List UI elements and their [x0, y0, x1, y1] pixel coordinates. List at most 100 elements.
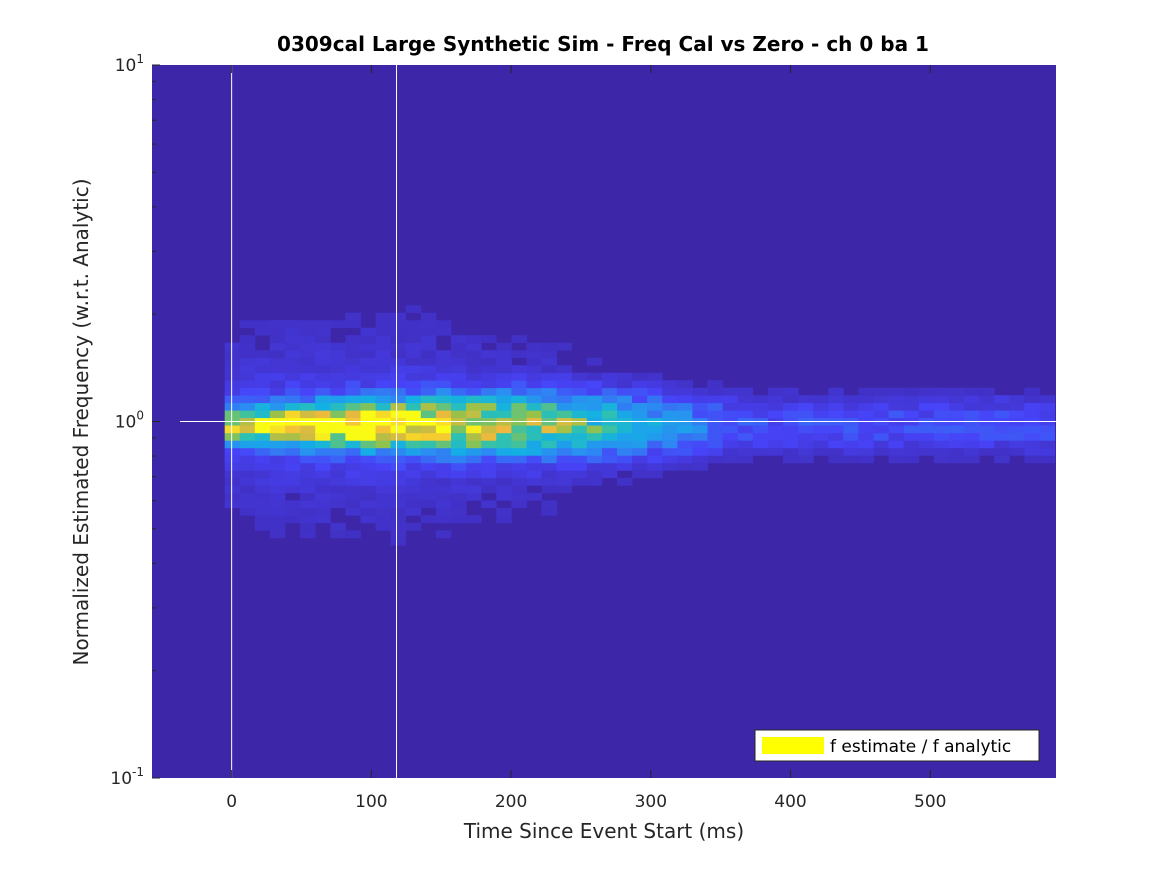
- heatmap-cell: [224, 350, 241, 359]
- heatmap-cell: [541, 507, 557, 516]
- heatmap-cell: [692, 395, 708, 404]
- heatmap-cell: [722, 447, 739, 456]
- heatmap-cell: [496, 440, 512, 449]
- heatmap-cell: [1039, 455, 1055, 464]
- heatmap-cell: [617, 462, 633, 471]
- heatmap-cell: [707, 447, 723, 456]
- heatmap-cell: [300, 410, 316, 419]
- heatmap-cell: [828, 447, 844, 456]
- heatmap-cell: [224, 492, 241, 501]
- heatmap-cell: [345, 425, 361, 434]
- heatmap-cell: [541, 500, 557, 509]
- heatmap-cell: [345, 477, 361, 486]
- y-tick-label: 100: [115, 409, 144, 433]
- heatmap-cell: [933, 440, 950, 449]
- heatmap-cell: [707, 432, 723, 441]
- heatmap-cell: [360, 387, 376, 396]
- heatmap-cell: [269, 515, 286, 524]
- heatmap-cell: [420, 395, 437, 404]
- heatmap-cell: [375, 327, 392, 336]
- heatmap-cell: [269, 500, 286, 509]
- heatmap-cell: [903, 447, 920, 456]
- heatmap-cell: [451, 380, 467, 389]
- heatmap-cell: [405, 425, 422, 434]
- heatmap-cell: [360, 380, 376, 389]
- heatmap-cell: [496, 350, 512, 359]
- heatmap-cell: [662, 387, 678, 396]
- heatmap-cell: [420, 515, 437, 524]
- heatmap-cell: [360, 350, 376, 359]
- x-tick-label: 100: [355, 792, 387, 812]
- heatmap-cell: [964, 410, 980, 419]
- heatmap-cell: [269, 387, 286, 396]
- heatmap-cell: [918, 432, 935, 441]
- heatmap-cell: [496, 485, 512, 494]
- heatmap-cell: [556, 447, 573, 456]
- heatmap-cell: [511, 455, 527, 464]
- heatmap-cell: [526, 342, 542, 351]
- heatmap-cell: [511, 425, 527, 434]
- heatmap-cell: [617, 432, 633, 441]
- heatmap-cell: [873, 387, 889, 396]
- heatmap-cell: [390, 455, 407, 464]
- heatmap-cell: [435, 365, 452, 374]
- heatmap-cell: [586, 477, 603, 486]
- heatmap-cell: [375, 425, 392, 434]
- heatmap-cell: [617, 410, 633, 419]
- heatmap-cell: [677, 455, 693, 464]
- heatmap-cell: [873, 447, 889, 456]
- heatmap-cell: [315, 357, 331, 366]
- heatmap-cell: [466, 395, 482, 404]
- heatmap-cell: [586, 432, 603, 441]
- heatmap-cell: [994, 447, 1010, 456]
- heatmap-cell: [798, 402, 814, 411]
- heatmap-cell: [858, 387, 874, 396]
- heatmap-cell: [420, 425, 437, 434]
- heatmap-cell: [224, 440, 241, 449]
- heatmap-cell: [647, 432, 663, 441]
- heatmap-cell: [345, 372, 361, 381]
- heatmap-cell: [707, 402, 723, 411]
- heatmap-cell: [224, 365, 241, 374]
- heatmap-cell: [420, 500, 437, 509]
- heatmap-cell: [269, 402, 286, 411]
- heatmap-cell: [1009, 425, 1025, 434]
- heatmap-cell: [239, 500, 256, 509]
- heatmap-cell: [435, 402, 452, 411]
- heatmap-cell: [873, 410, 889, 419]
- heatmap-cell: [541, 485, 557, 494]
- heatmap-cell: [300, 395, 316, 404]
- heatmap-cell: [435, 500, 452, 509]
- heatmap-cell: [586, 372, 603, 381]
- plot-area: [152, 65, 1056, 778]
- heatmap-cell: [1024, 432, 1040, 441]
- heatmap-cell: [435, 440, 452, 449]
- heatmap-cell: [1039, 410, 1055, 419]
- heatmap-cell: [300, 380, 316, 389]
- heatmap-cell: [405, 522, 422, 531]
- heatmap-cell: [405, 387, 422, 396]
- heatmap-cell: [707, 387, 723, 396]
- heatmap-cell: [601, 395, 618, 404]
- heatmap-cell: [330, 395, 346, 404]
- heatmap-cell: [1024, 425, 1040, 434]
- heatmap-cell: [285, 470, 301, 479]
- heatmap-cell: [632, 402, 648, 411]
- heatmap-cell: [632, 387, 648, 396]
- heatmap-cell: [707, 440, 723, 449]
- heatmap-cell: [405, 320, 422, 329]
- heatmap-cell: [254, 432, 271, 441]
- heatmap-cell: [224, 477, 241, 486]
- heatmap-cell: [435, 372, 452, 381]
- heatmap-cell: [330, 470, 346, 479]
- heatmap-cell: [632, 425, 648, 434]
- heatmap-cell: [269, 395, 286, 404]
- heatmap-cell: [300, 387, 316, 396]
- heatmap-cell: [1009, 432, 1025, 441]
- heatmap-cell: [722, 455, 739, 464]
- heatmap-cell: [707, 410, 723, 419]
- heatmap-cell: [526, 395, 542, 404]
- heatmap-cell: [1024, 455, 1040, 464]
- heatmap-cell: [496, 477, 512, 486]
- heatmap-cell: [933, 432, 950, 441]
